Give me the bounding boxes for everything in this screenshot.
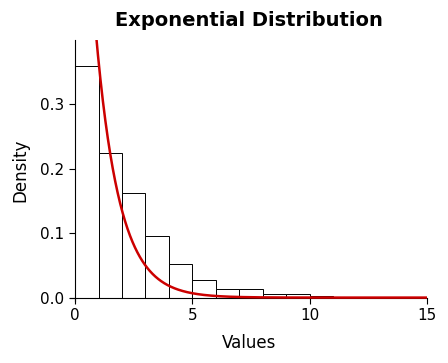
Bar <box>216 289 239 298</box>
X-axis label: Values: Values <box>222 334 276 352</box>
Title: Exponential Distribution: Exponential Distribution <box>115 11 383 30</box>
Bar <box>310 296 333 298</box>
Bar <box>99 153 122 298</box>
Bar <box>193 280 216 298</box>
Bar <box>75 66 99 298</box>
Bar <box>169 264 193 298</box>
Bar <box>146 236 169 298</box>
Bar <box>122 193 146 298</box>
Y-axis label: Density: Density <box>11 139 29 202</box>
Bar <box>239 289 263 298</box>
Bar <box>263 294 286 298</box>
Bar <box>286 294 310 298</box>
